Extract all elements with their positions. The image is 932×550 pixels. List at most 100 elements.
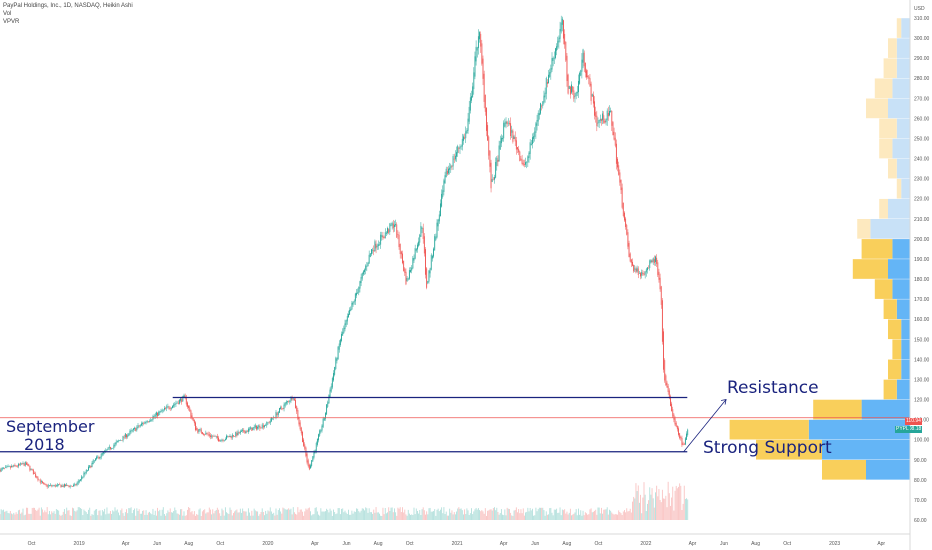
- candle-body: [348, 313, 349, 318]
- y-tick-label: 160.00: [914, 317, 930, 323]
- candle-body: [238, 432, 240, 434]
- candle-body: [311, 460, 313, 467]
- candle-body: [499, 141, 501, 150]
- volume-bar: [141, 513, 142, 520]
- volume-bar: [177, 513, 179, 520]
- volume-bar: [458, 507, 460, 520]
- volume-bar: [667, 481, 669, 520]
- candle-body: [139, 425, 141, 427]
- candle-body: [21, 463, 23, 465]
- volume-bar: [652, 498, 654, 520]
- volume-bar: [220, 515, 222, 520]
- volume-bar: [80, 508, 81, 520]
- volume-bar: [74, 510, 76, 520]
- volume-bar: [203, 510, 204, 520]
- candle-body: [510, 123, 512, 137]
- volume-bar: [624, 510, 625, 520]
- candle-body: [145, 422, 147, 423]
- volume-bar: [361, 508, 363, 520]
- candle-body: [453, 158, 455, 160]
- volume-bar: [653, 507, 655, 520]
- volume-bar: [611, 512, 613, 520]
- candle-body: [488, 136, 490, 156]
- candle-body: [316, 438, 318, 445]
- candle-body: [308, 464, 310, 470]
- volume-bar: [464, 509, 466, 520]
- candle-body: [45, 484, 47, 485]
- volume-bar: [620, 513, 622, 520]
- volume-bar: [61, 514, 63, 520]
- volume-bar: [366, 508, 368, 520]
- x-tick-label: Jun: [342, 541, 350, 547]
- candle-body: [130, 430, 132, 432]
- volume-bar: [534, 515, 536, 520]
- candle-body: [141, 423, 142, 426]
- volume-bar: [679, 483, 681, 520]
- volume-bar: [266, 513, 268, 520]
- candle-body: [69, 485, 71, 487]
- candle-body: [556, 46, 558, 51]
- candle-body: [291, 397, 293, 400]
- volume-bar: [249, 512, 250, 520]
- volume-bar: [483, 513, 485, 520]
- volume-bar: [256, 511, 257, 520]
- volume-bar: [165, 515, 167, 520]
- volume-bar: [251, 510, 253, 520]
- candle-body: [395, 224, 397, 226]
- volume-bar: [537, 509, 539, 520]
- candle-body: [266, 421, 268, 426]
- volume-bar: [91, 514, 93, 520]
- volume-bar: [536, 511, 538, 520]
- volume-bar: [638, 502, 640, 520]
- candle-body: [566, 55, 568, 81]
- volume-bar: [572, 514, 574, 520]
- candle-body: [52, 485, 54, 487]
- volume-bar: [158, 511, 160, 520]
- candle-body: [634, 268, 636, 270]
- volume-bar: [591, 512, 593, 520]
- candle-body: [68, 485, 70, 488]
- candle-body: [80, 479, 81, 481]
- candle-body: [391, 222, 393, 226]
- candle-body: [503, 122, 505, 139]
- volume-bar: [575, 509, 577, 520]
- candle-body: [290, 396, 292, 402]
- volume-bar: [587, 514, 589, 520]
- candle-body: [36, 476, 38, 479]
- candle-body: [35, 473, 37, 477]
- volume-bar: [400, 512, 402, 520]
- volume-bar: [521, 513, 523, 520]
- candle-body: [128, 433, 130, 436]
- volume-bar: [365, 507, 367, 520]
- candle-body: [55, 485, 57, 487]
- candle-body: [43, 482, 45, 485]
- volume-bar: [65, 513, 66, 520]
- candle-body: [565, 41, 567, 61]
- volume-bar: [384, 508, 386, 520]
- x-tick-label: Jun: [720, 541, 728, 547]
- y-tick-label: 250.00: [914, 136, 930, 142]
- vp-row-down-4: [896, 379, 910, 400]
- vp-row-down-16: [892, 138, 910, 159]
- volume-bar: [331, 515, 333, 520]
- candle-body: [637, 268, 639, 275]
- volume-bar: [257, 511, 259, 520]
- candle-body: [609, 111, 610, 116]
- candle-body: [417, 244, 418, 250]
- candle-body: [341, 333, 342, 341]
- y-tick-label: 220.00: [914, 197, 930, 203]
- candle-body: [567, 74, 569, 94]
- candle-body: [458, 147, 460, 149]
- candle-body: [38, 479, 40, 481]
- volume-bar: [422, 507, 424, 520]
- volume-bar: [360, 510, 362, 520]
- candle-body: [406, 277, 408, 282]
- candle-body: [3, 467, 4, 469]
- candle-body: [1, 468, 3, 470]
- volume-bar: [461, 510, 463, 520]
- candle-body: [13, 464, 15, 467]
- volume-bar: [60, 515, 62, 520]
- candle-body: [200, 429, 202, 433]
- volume-bar: [39, 515, 41, 520]
